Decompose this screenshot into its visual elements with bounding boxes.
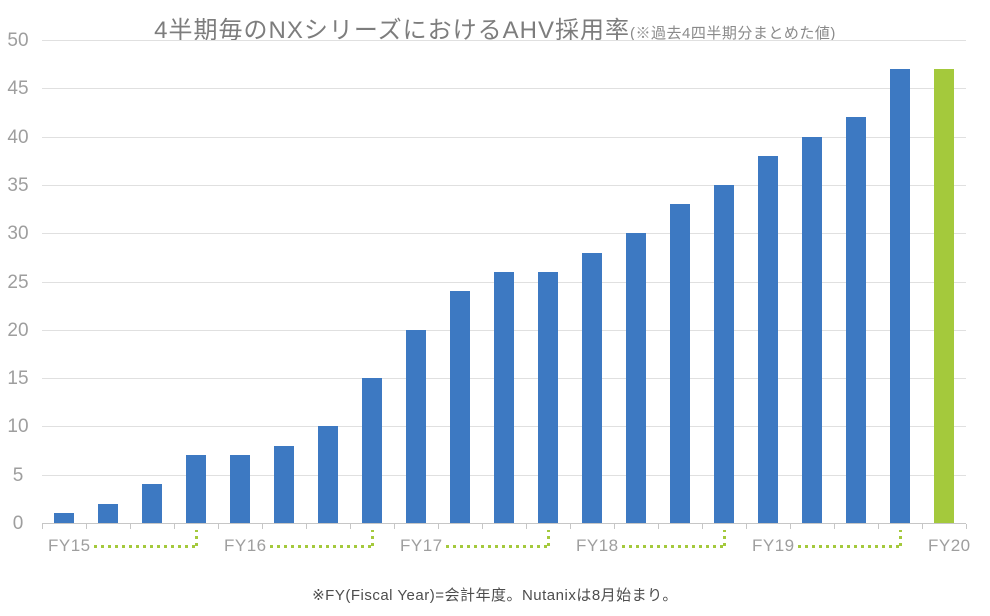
gridline-30 [42,233,966,235]
x-axis-tick [438,524,439,529]
fy-bracket-line-FY15 [94,545,196,548]
bar-FY15-q2 [98,503,118,523]
y-tick-label: 20 [7,319,29,341]
x-group-label-FY15: FY15 [48,536,91,555]
x-group-label-FY17: FY17 [400,536,443,555]
bar-FY16-q4 [362,378,382,523]
bar-FY15-q1 [54,513,74,523]
fy-bracket-end-FY18 [723,530,726,546]
y-tick-label: 30 [7,223,29,245]
x-axis-tick [570,524,571,529]
x-axis-tick [702,524,703,529]
chart-footnote: ※FY(Fiscal Year)=会計年度。Nutanixは8月始まり。 [312,587,678,604]
x-group-label-FY19: FY19 [752,536,795,555]
bar-FY15-q3 [142,484,162,523]
y-tick-label: 50 [7,30,29,51]
chart-title-note: (※過去4四半期分まとめた値) [630,25,836,42]
y-tick-label: 45 [7,78,29,100]
bar-FY19-q1 [758,155,778,523]
gridline-45 [42,88,966,90]
bar-FY19-q4 [890,68,910,523]
fy-bracket-end-FY15 [195,530,198,546]
fy-bracket-line-FY19 [798,545,900,548]
x-axis-tick [174,524,175,529]
bar-FY18-q1 [582,252,602,523]
fy-bracket-end-FY19 [899,530,902,546]
fy-bracket-line-FY17 [446,545,548,548]
x-axis-line [42,523,966,524]
x-axis-tick [526,524,527,529]
y-tick-label: 35 [7,174,29,196]
y-tick-label: 5 [12,464,24,486]
x-group-label-FY18: FY18 [576,536,619,555]
x-axis-tick [86,524,87,529]
bar-FY16-q1 [230,455,250,523]
x-axis-tick [350,524,351,529]
bar-FY18-q3 [670,204,690,523]
bar-FY18-q2 [626,233,646,523]
fy-bracket-end-FY16 [371,530,374,546]
x-axis-tick [658,524,659,529]
y-tick-label: 10 [7,416,29,438]
gridline-50 [42,40,966,41]
x-axis-tick [966,524,967,529]
x-axis-tick [42,524,43,529]
y-tick-label: 15 [7,368,29,390]
bar-FY15-q4 [186,455,206,523]
x-group-label-FY16: FY16 [224,536,267,555]
x-axis-tick [394,524,395,529]
x-group-label-FY20: FY20 [928,536,971,555]
x-axis-tick [614,524,615,529]
x-axis-tick [130,524,131,529]
gridline-40 [42,136,966,138]
bar-FY17-q1 [406,329,426,523]
x-axis-tick [306,524,307,529]
x-axis-tick [218,524,219,529]
gridline-35 [42,184,966,186]
x-axis-tick [746,524,747,529]
bar-FY17-q2 [450,291,470,523]
x-axis-tick [790,524,791,529]
chart-title: 4半期毎のNXシリーズにおけるAHV採用率(※過去4四半期分まとめた値) [0,10,990,45]
bar-FY17-q3 [494,271,514,523]
x-axis-tick [922,524,923,529]
bar-FY16-q2 [274,445,294,523]
fy-bracket-line-FY16 [270,545,372,548]
y-tick-label: 40 [7,126,29,148]
x-axis-tick [262,524,263,529]
y-tick-label: 0 [12,513,24,534]
x-axis-tick [878,524,879,529]
bar-FY18-q4 [714,184,734,523]
bar-FY17-q4 [538,271,558,523]
y-tick-label: 25 [7,271,29,293]
chart-title-text: 4半期毎のNXシリーズにおけるAHV採用率 [154,17,630,44]
fy-bracket-end-FY17 [547,530,550,546]
fy-bracket-line-FY18 [622,545,724,548]
bar-highlight-FY20-q1 [934,68,954,523]
bar-FY16-q3 [318,426,338,523]
bar-FY19-q3 [846,117,866,523]
bar-FY19-q2 [802,136,822,523]
x-axis-tick [834,524,835,529]
x-axis-tick [482,524,483,529]
